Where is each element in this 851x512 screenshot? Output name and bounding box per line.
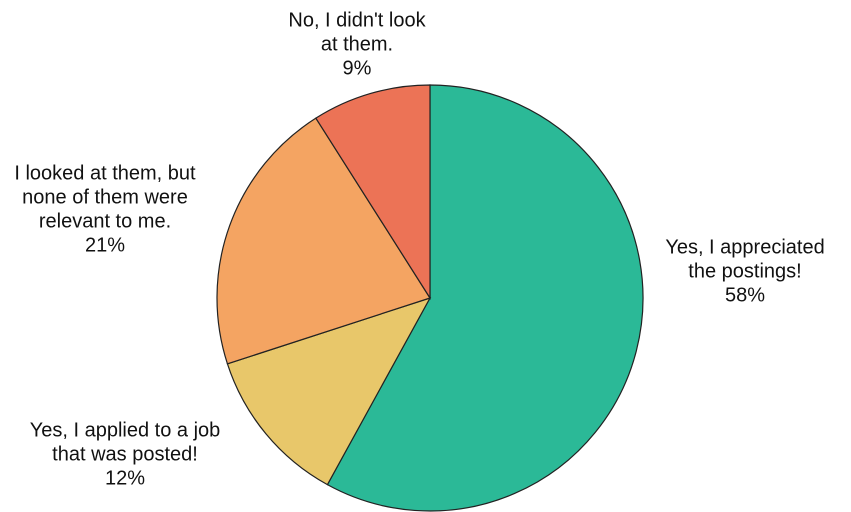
slice-label: relevant to me.: [39, 210, 171, 232]
slice-label: Yes, I appreciated: [665, 236, 824, 258]
slice-label: that was posted!: [52, 443, 198, 465]
pie-slice: [326, 84, 644, 512]
slice-label: I looked at them, but: [14, 162, 196, 184]
value-label: 21%: [85, 234, 125, 256]
slice-label: the postings!: [688, 260, 801, 282]
slice-label: No, I didn't look: [288, 9, 426, 31]
value-label: 58%: [725, 284, 765, 306]
value-label: 9%: [343, 57, 372, 79]
pie-slice: [315, 84, 431, 301]
value-label: 12%: [105, 467, 145, 489]
pie-slice: [216, 117, 431, 365]
slice-label: at them.: [321, 33, 393, 55]
pie-slice: [226, 296, 432, 486]
slice-label: none of them were: [22, 186, 188, 208]
slice-label: Yes, I applied to a job: [30, 419, 221, 441]
